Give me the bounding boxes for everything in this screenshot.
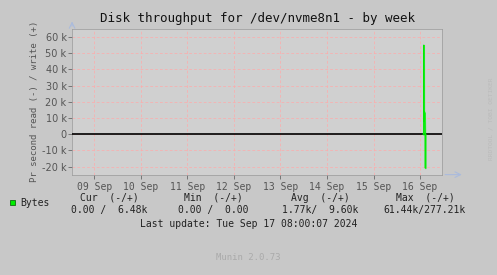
- Text: 0.00 /  0.00: 0.00 / 0.00: [178, 205, 249, 215]
- Text: 1.77k/  9.60k: 1.77k/ 9.60k: [282, 205, 359, 215]
- Text: Min  (-/+): Min (-/+): [184, 193, 243, 203]
- Text: 61.44k/277.21k: 61.44k/277.21k: [384, 205, 466, 215]
- Text: RRDTOOL / TOBI OETIKER: RRDTOOL / TOBI OETIKER: [489, 77, 494, 160]
- Y-axis label: Pr second read (-) / write (+): Pr second read (-) / write (+): [30, 21, 39, 182]
- Text: Munin 2.0.73: Munin 2.0.73: [216, 253, 281, 262]
- Text: Last update: Tue Sep 17 08:00:07 2024: Last update: Tue Sep 17 08:00:07 2024: [140, 219, 357, 229]
- Text: 0.00 /  6.48k: 0.00 / 6.48k: [71, 205, 148, 215]
- Text: Bytes: Bytes: [20, 198, 49, 208]
- Text: Avg  (-/+): Avg (-/+): [291, 193, 350, 203]
- Text: Max  (-/+): Max (-/+): [396, 193, 454, 203]
- Text: Cur  (-/+): Cur (-/+): [80, 193, 139, 203]
- Title: Disk throughput for /dev/nvme8n1 - by week: Disk throughput for /dev/nvme8n1 - by we…: [100, 12, 414, 25]
